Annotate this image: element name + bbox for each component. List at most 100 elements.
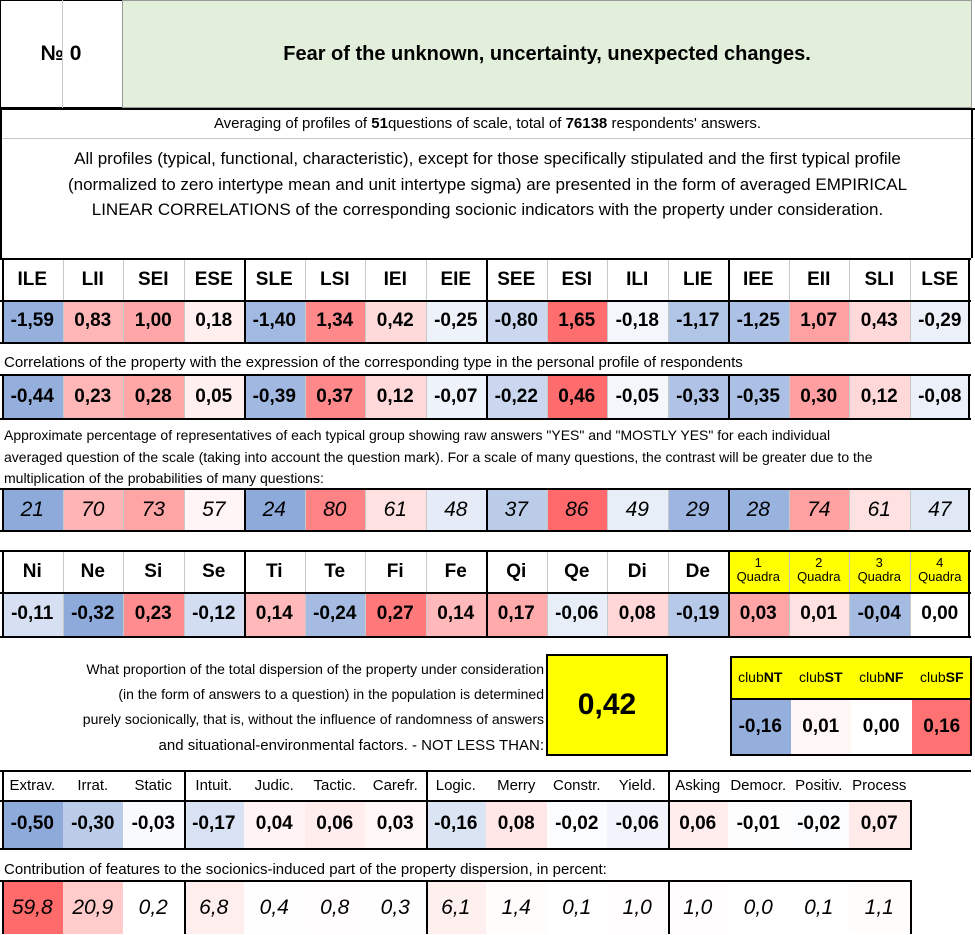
trait-value: 0,06: [304, 800, 365, 848]
type-correlation-value: -0,39: [244, 376, 305, 418]
type-percentage-value: 80: [304, 490, 365, 530]
grid-line: [2, 552, 4, 636]
grid-line: [0, 550, 971, 552]
grid-line: [968, 552, 970, 636]
type-percentage-value: 24: [244, 490, 305, 530]
type-header: ESE: [194, 269, 233, 290]
averaging-answers: 76138: [565, 115, 608, 132]
type-correlation-value: 0,05: [183, 376, 244, 418]
club-prefix: club: [798, 669, 825, 685]
trait-contribution-value: 0,2: [123, 882, 184, 934]
grid-line: [0, 258, 971, 260]
grid-line: [546, 490, 548, 530]
type-normalized-value: -0,18: [607, 300, 668, 342]
trait-header: Static: [134, 776, 172, 794]
grid-line: [123, 490, 124, 530]
correlation-caption: Correlations of the property with the ex…: [4, 354, 743, 371]
type-percentage-value: 86: [546, 490, 607, 530]
type-header: SLI: [864, 269, 895, 290]
type-percentage-value: 61: [849, 490, 910, 530]
type-percentage-value: 49: [607, 490, 668, 530]
quadra-label: Quadra: [736, 569, 780, 584]
intro-line-1: All profiles (typical, functional, chara…: [74, 149, 901, 168]
trait-header: Constr.: [552, 776, 601, 794]
function-header: Si: [144, 561, 163, 582]
grid-line: [2, 770, 4, 848]
function-value: 0,17: [486, 592, 547, 636]
type-header: ILE: [17, 269, 48, 290]
club-value: 0,16: [911, 698, 972, 756]
grid-line: [365, 490, 366, 530]
type-correlation-value: 0,37: [304, 376, 365, 418]
grid-line: [667, 490, 669, 530]
grid-line: [425, 376, 427, 418]
grid-line: [365, 552, 366, 636]
trait-header: Carefr.: [372, 776, 418, 794]
function-header: Fe: [444, 561, 467, 582]
dispersion-line-2: (in the form of answers to a question) i…: [118, 686, 544, 702]
type-normalized-value: -0,80: [486, 300, 547, 342]
trait-value: -0,17: [183, 800, 244, 848]
trait-value: 0,06: [667, 800, 728, 848]
contribution-caption: Contribution of features to the socionic…: [4, 861, 607, 878]
averaging-middle: questions of scale, total of: [387, 115, 566, 132]
type-header: IEI: [383, 269, 407, 290]
club-prefix: club: [919, 669, 946, 685]
grid-line: [849, 552, 850, 636]
type-correlation-value: 0,46: [546, 376, 607, 418]
type-percentage-value: 74: [788, 490, 849, 530]
trait-value: -0,02: [788, 800, 849, 848]
function-header: De: [685, 561, 710, 582]
club-value: 0,01: [790, 698, 851, 756]
type-normalized-value: -1,59: [2, 300, 63, 342]
grid-line: [607, 552, 608, 636]
type-normalized-value: -1,40: [244, 300, 305, 342]
function-header: Se: [202, 561, 226, 582]
type-percentage-value: 21: [2, 490, 63, 530]
quadra-value: -0,04: [849, 592, 910, 636]
trait-header: Tactic.: [313, 776, 356, 794]
grid-line: [546, 376, 548, 418]
trait-header: Irrat.: [77, 776, 109, 794]
grid-line: [849, 490, 850, 530]
trait-header: Asking: [675, 776, 721, 794]
grid-line: [788, 552, 790, 636]
type-header: SLE: [255, 269, 293, 290]
quadra-label: Quadra: [797, 569, 841, 584]
function-value: -0,19: [667, 592, 728, 636]
quadra-number: 2: [815, 555, 823, 570]
grid-line: [2, 490, 4, 530]
type-normalized-value: -1,17: [667, 300, 728, 342]
grid-line: [425, 770, 428, 848]
trait-value: -0,02: [546, 800, 607, 848]
function-value: 0,14: [244, 592, 305, 636]
trait-contribution-value: 1,0: [667, 882, 728, 934]
grid-line: [183, 770, 186, 848]
type-header: SEE: [497, 269, 536, 290]
quadra-number: 4: [936, 555, 944, 570]
quadra-value: 0,03: [728, 592, 789, 636]
trait-header: Logic.: [435, 776, 476, 794]
quadra-label: Quadra: [857, 569, 901, 584]
type-normalized-value: 0,43: [849, 300, 910, 342]
grid-line: [244, 376, 246, 418]
trait-value: 0,03: [365, 800, 426, 848]
grid-line: [0, 108, 975, 110]
club-prefix: club: [738, 669, 764, 685]
type-normalized-value: 0,18: [183, 300, 244, 342]
grid-line: [62, 0, 63, 108]
type-correlation-value: -0,08: [909, 376, 970, 418]
trait-contribution-value: 1,1: [849, 882, 910, 934]
trait-header: Democr.: [730, 776, 787, 794]
intro-line-3: LINEAR CORRELATIONS of the corresponding…: [91, 200, 884, 219]
function-header: Qi: [506, 561, 527, 582]
type-header: ILI: [626, 269, 649, 290]
type-percentage-value: 37: [486, 490, 547, 530]
grid-line: [0, 880, 912, 882]
type-normalized-value: -0,29: [909, 300, 970, 342]
function-header: Qe: [564, 561, 590, 582]
grid-line: [2, 376, 4, 418]
averaging-prefix: Averaging of profiles of: [213, 115, 372, 132]
type-percentage-value: 57: [183, 490, 244, 530]
grid-line: [607, 490, 608, 530]
